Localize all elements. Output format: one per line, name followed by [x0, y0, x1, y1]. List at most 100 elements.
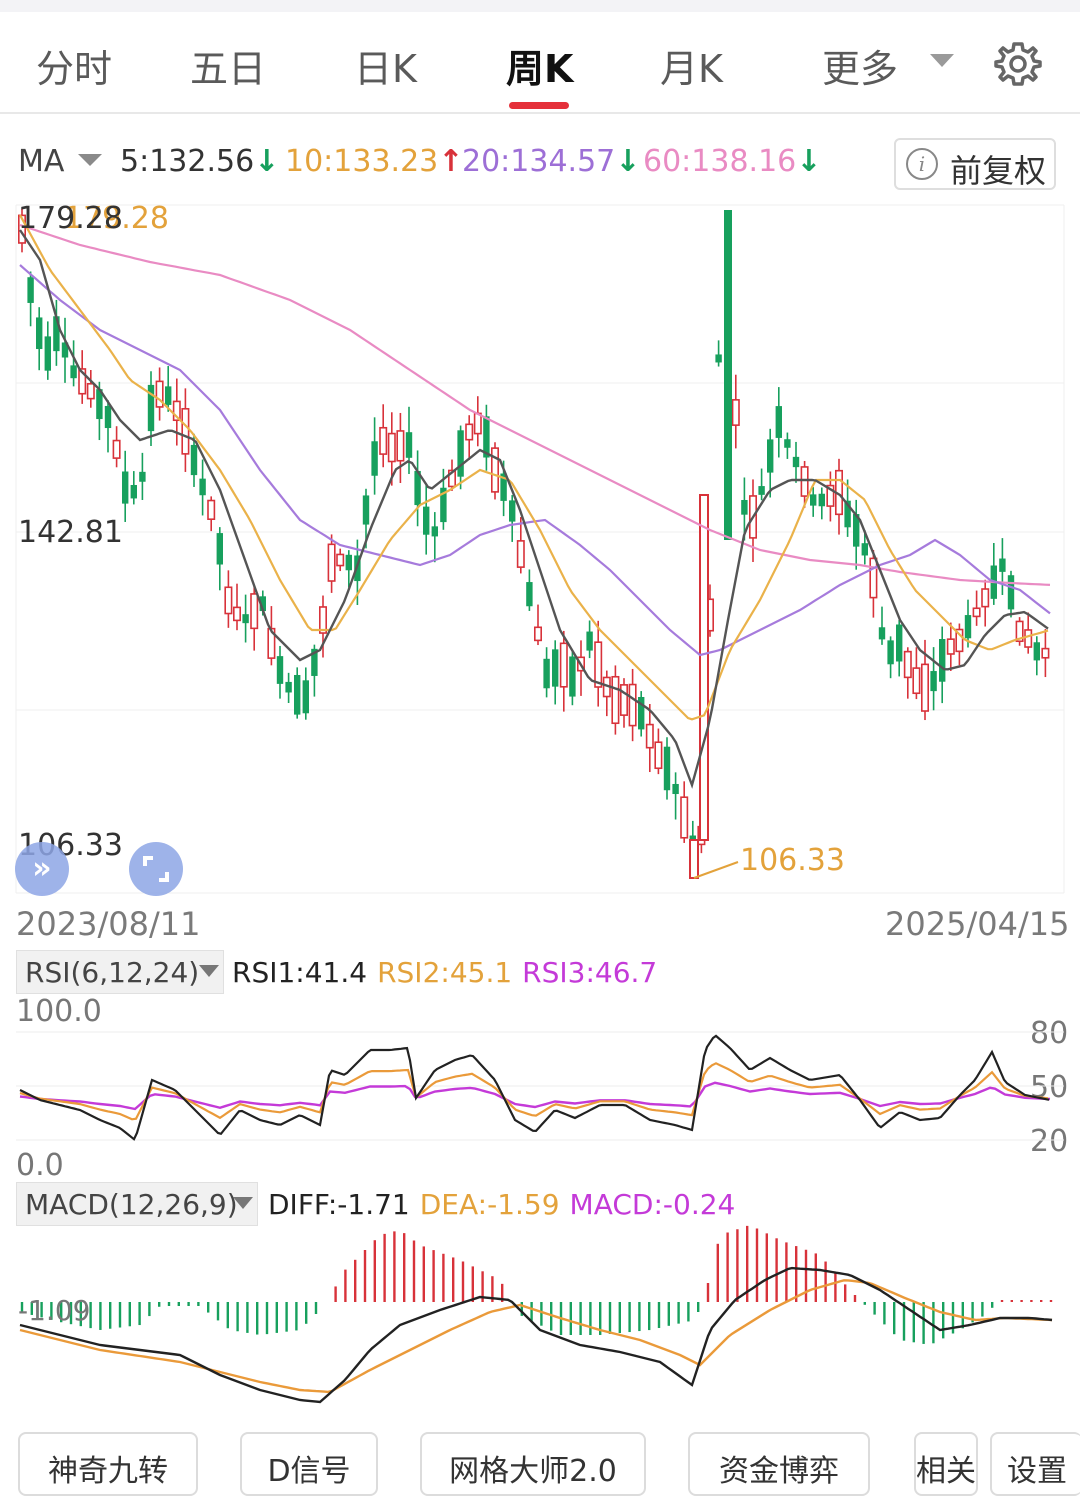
tool-label: 设置: [1007, 1454, 1067, 1489]
candle-body: [887, 640, 894, 665]
candle-body: [569, 656, 576, 697]
tab-weekly-k[interactable]: 周K: [506, 47, 574, 91]
candle-body: [663, 746, 671, 791]
candle-body: [533, 626, 542, 642]
ma20-text: 20:134.57: [462, 144, 616, 179]
tab-more[interactable]: 更多: [822, 47, 899, 91]
macd-axis-label: -1.09: [18, 1294, 90, 1327]
rsi-selector-label: RSI(6,12,24): [25, 956, 200, 989]
candle-body: [423, 506, 430, 535]
candle-body: [379, 426, 388, 455]
ma-label[interactable]: MA: [18, 144, 65, 179]
tool-button-d-signal[interactable]: D信号: [240, 1432, 378, 1496]
candle-body: [112, 439, 121, 459]
ma5-text: 5:132.56: [120, 144, 255, 179]
tool-button-nine-turn[interactable]: 神奇九转: [18, 1432, 198, 1496]
candle-body: [405, 432, 413, 458]
ma60-text: 60:138.16: [643, 144, 797, 179]
candle-body: [216, 533, 223, 565]
candle-body: [611, 675, 620, 725]
candle-body: [172, 400, 181, 422]
candle-body: [483, 416, 490, 458]
ma60-value: 60:138.16↓: [643, 144, 821, 179]
candle-body: [473, 412, 482, 435]
candle-body: [680, 796, 689, 839]
candle-body: [955, 628, 964, 653]
end-date: 2025/04/15: [885, 905, 1070, 943]
candle-body: [465, 423, 474, 441]
tool-button-related[interactable]: 相关: [914, 1432, 978, 1496]
candle-body: [920, 663, 929, 712]
candle-body: [17, 214, 26, 244]
candle-body: [302, 680, 309, 714]
candle-body: [104, 405, 112, 429]
candle-body: [224, 586, 233, 615]
low-price-mark: 106.33: [740, 843, 845, 878]
dea-line: [19, 1279, 1053, 1394]
caret-down-icon[interactable]: [930, 54, 954, 67]
macd-chart[interactable]: -1.09: [0, 1225, 1080, 1415]
tab-five-day[interactable]: 五日: [190, 47, 267, 91]
candle-body: [250, 593, 259, 630]
tab-monthly-k[interactable]: 月K: [660, 47, 723, 91]
candle-body: [362, 495, 370, 525]
fullscreen-icon[interactable]: [129, 842, 183, 896]
candle-body: [689, 839, 699, 879]
tab-intraday[interactable]: 分时: [36, 47, 113, 91]
candle-body: [233, 606, 242, 622]
candle-body: [96, 389, 103, 420]
rsi-level-80: 80: [1030, 1016, 1069, 1051]
candle-body: [853, 514, 860, 547]
candle-body: [912, 667, 921, 695]
ma5-line: [19, 229, 1049, 789]
tool-button-settings[interactable]: 设置: [990, 1432, 1080, 1496]
candle-body: [53, 316, 60, 352]
rsi2-value: RSI2:45.1: [377, 956, 513, 989]
candle-body: [800, 466, 809, 497]
kline-chart[interactable]: 106.33 179.28: [0, 195, 1080, 905]
candle-body: [259, 596, 266, 612]
rsi1-line: [19, 1034, 1050, 1141]
macd-value: MACD:-0.24: [569, 1188, 736, 1221]
candle-body: [826, 484, 835, 507]
caret-down-icon[interactable]: [78, 154, 102, 166]
candle-body: [155, 380, 164, 408]
candle-body: [294, 674, 301, 715]
macd-selector[interactable]: MACD(12,26,9): [16, 1182, 258, 1226]
rsi-level-20: 20: [1030, 1124, 1069, 1159]
rsi-chart[interactable]: [0, 1020, 1080, 1180]
candle-body: [318, 606, 327, 634]
rsi-selector[interactable]: RSI(6,12,24): [16, 950, 224, 994]
tool-button-grid-master[interactable]: 网格大师2.0: [420, 1432, 646, 1496]
candle-body: [869, 557, 878, 599]
candle-body: [810, 494, 817, 506]
tool-button-fund-game[interactable]: 资金博弈: [688, 1432, 870, 1496]
double-chevron-icon[interactable]: »: [15, 842, 69, 896]
candle-body: [999, 558, 1006, 572]
arrow-down-icon: ↓: [796, 144, 822, 179]
adjust-button[interactable]: i 前复权: [894, 138, 1056, 190]
candle-body: [594, 641, 603, 688]
candle-body: [878, 627, 886, 640]
rsi-values: RSI1:41.4 RSI2:45.1 RSI3:46.7: [232, 956, 667, 989]
candle-body: [939, 639, 946, 682]
candle-body: [724, 210, 732, 540]
macd-values: DIFF:-1.71 DEA:-1.59 MACD:-0.24: [268, 1188, 745, 1221]
candle-body: [414, 470, 421, 506]
info-icon: i: [906, 148, 938, 180]
caret-down-icon: [233, 1197, 253, 1209]
tool-label: 资金博弈: [719, 1454, 839, 1489]
rsi-axis-bottom: 0.0: [16, 1148, 64, 1183]
ma20-value: 20:134.57↓: [462, 144, 640, 179]
price-axis-high: 179.28: [18, 201, 123, 236]
rsi3-line: [19, 1081, 1051, 1111]
candle-body: [387, 432, 396, 463]
candle-body: [70, 365, 77, 379]
arrow-up-icon: ↑: [438, 144, 464, 179]
gear-icon[interactable]: [994, 40, 1042, 88]
tab-daily-k[interactable]: 日K: [354, 47, 417, 91]
candle-body: [699, 494, 709, 841]
high-price-mark: 179.28: [64, 201, 169, 236]
candle-body: [276, 656, 284, 684]
candle-body: [654, 741, 663, 770]
